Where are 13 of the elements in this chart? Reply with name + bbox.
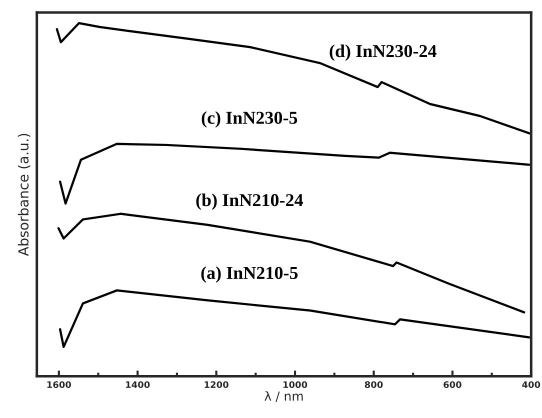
x-tick-label: 1400 bbox=[126, 381, 150, 388]
series-label: (b) InN210-24 bbox=[196, 194, 303, 210]
x-tick-label: 1600 bbox=[47, 381, 72, 388]
x-tick-label: 1000 bbox=[283, 381, 308, 388]
y-axis-title: Absorbance (a.u.) bbox=[18, 134, 30, 256]
x-tick-label: 400 bbox=[522, 381, 540, 388]
series-label: (c) InN230-5 bbox=[202, 111, 298, 128]
series-label: (d) InN230-24 bbox=[330, 44, 436, 61]
x-tick-label: 600 bbox=[444, 381, 462, 388]
x-tick-label: 1200 bbox=[204, 381, 228, 388]
x-tick-label: 800 bbox=[364, 381, 383, 388]
series-label: (a) InN210-5 bbox=[201, 266, 298, 283]
x-axis-title: λ / nm bbox=[264, 391, 303, 402]
